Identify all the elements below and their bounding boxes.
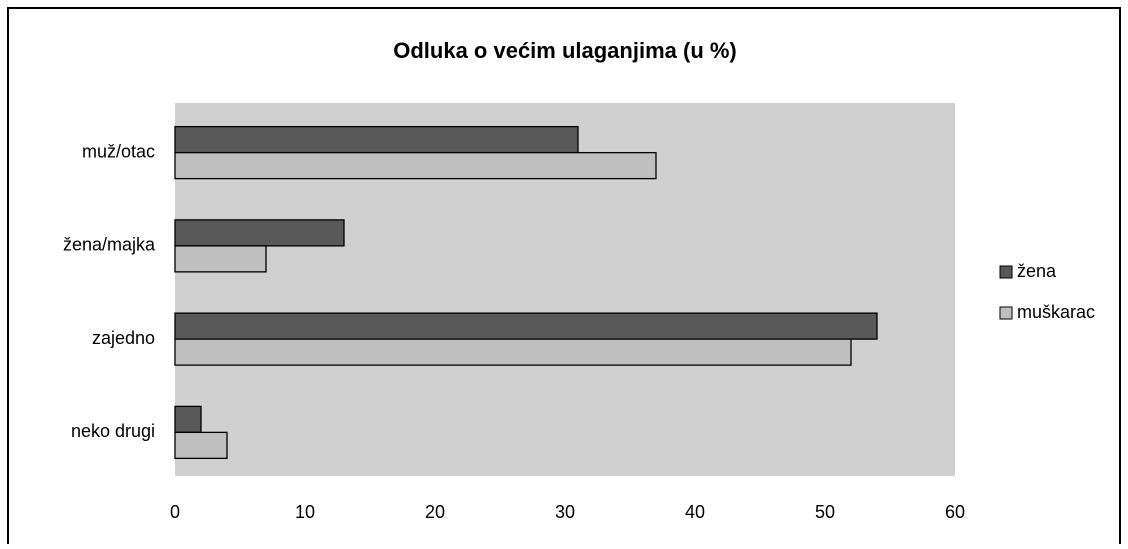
bar	[174, 405, 202, 434]
legend-swatch	[999, 265, 1013, 279]
y-tick-label: žena/majka	[63, 235, 156, 255]
x-tick-label: 30	[555, 502, 575, 522]
x-tick-label: 20	[425, 502, 445, 522]
y-tick-label: zajedno	[92, 328, 155, 348]
legend-label: žena	[1017, 261, 1057, 281]
x-tick-label: 10	[295, 502, 315, 522]
y-tick-label: neko drugi	[71, 421, 155, 441]
x-tick-label: 0	[170, 502, 180, 522]
bar	[174, 312, 878, 340]
bar	[174, 431, 228, 460]
x-tick-label: 40	[685, 502, 705, 522]
legend-swatch	[999, 306, 1013, 320]
y-tick-label: muž/otac	[82, 141, 155, 161]
x-tick-label: 50	[815, 502, 835, 522]
bar	[174, 245, 267, 273]
legend-label: muškarac	[1017, 302, 1095, 322]
chart-title: Odluka o većim ulaganjima (u %)	[393, 38, 737, 63]
bar	[174, 338, 852, 366]
bar	[174, 151, 657, 180]
x-tick-label: 60	[945, 502, 965, 522]
bar	[174, 125, 579, 154]
bar	[174, 219, 345, 247]
